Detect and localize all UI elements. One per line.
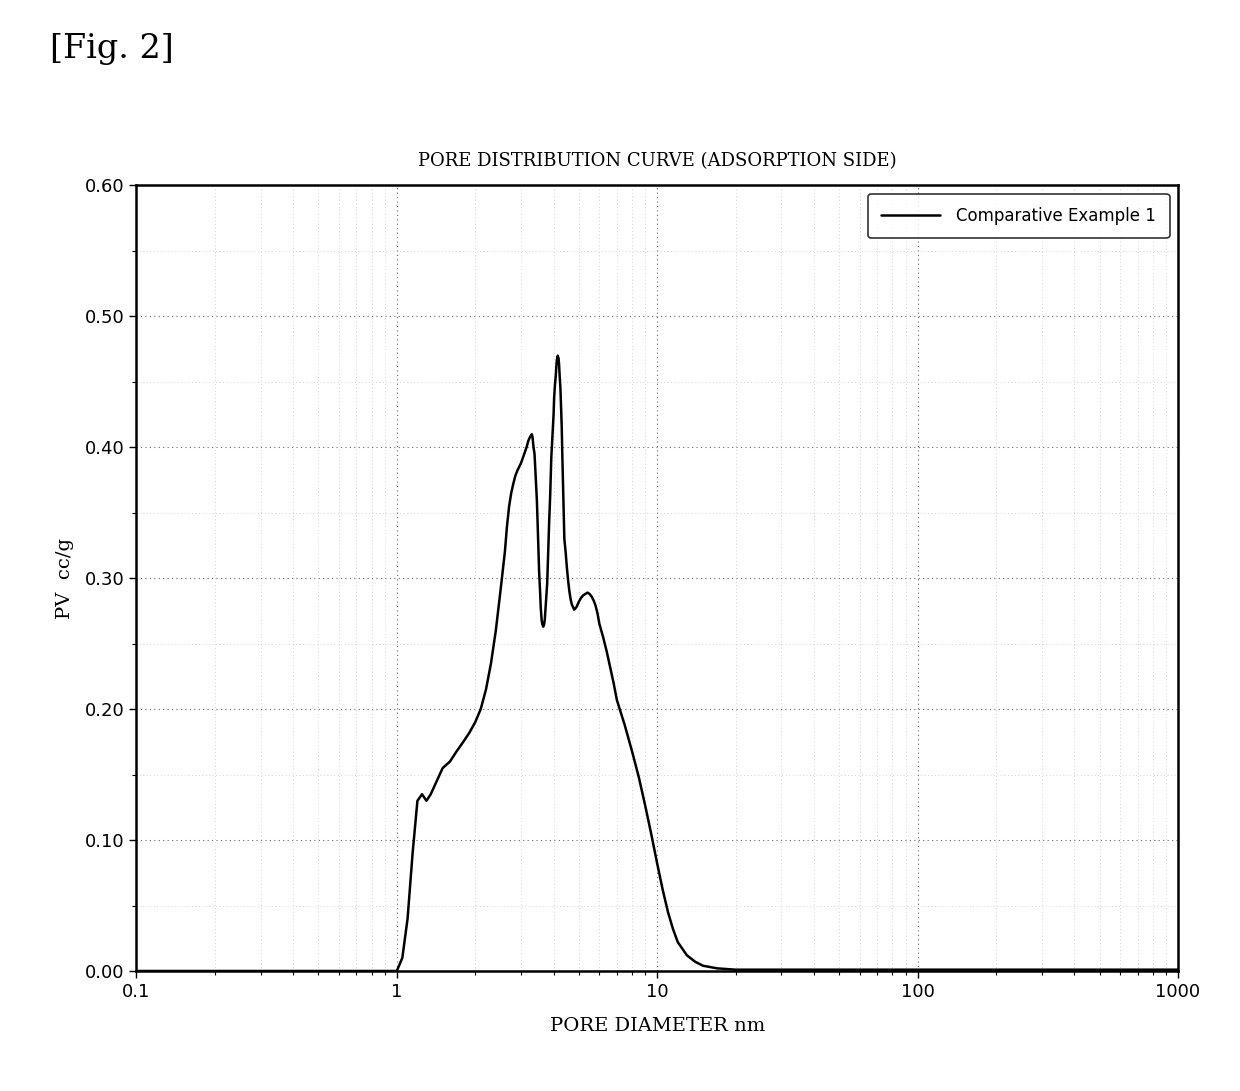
Text: [Fig. 2]: [Fig. 2] <box>50 33 174 64</box>
Title: PORE DISTRIBUTION CURVE (ADSORPTION SIDE): PORE DISTRIBUTION CURVE (ADSORPTION SIDE… <box>418 152 897 170</box>
X-axis label: PORE DIAMETER nm: PORE DIAMETER nm <box>549 1018 765 1035</box>
Legend: Comparative Example 1: Comparative Example 1 <box>868 194 1169 239</box>
Y-axis label: PV  cc/g: PV cc/g <box>56 538 73 619</box>
